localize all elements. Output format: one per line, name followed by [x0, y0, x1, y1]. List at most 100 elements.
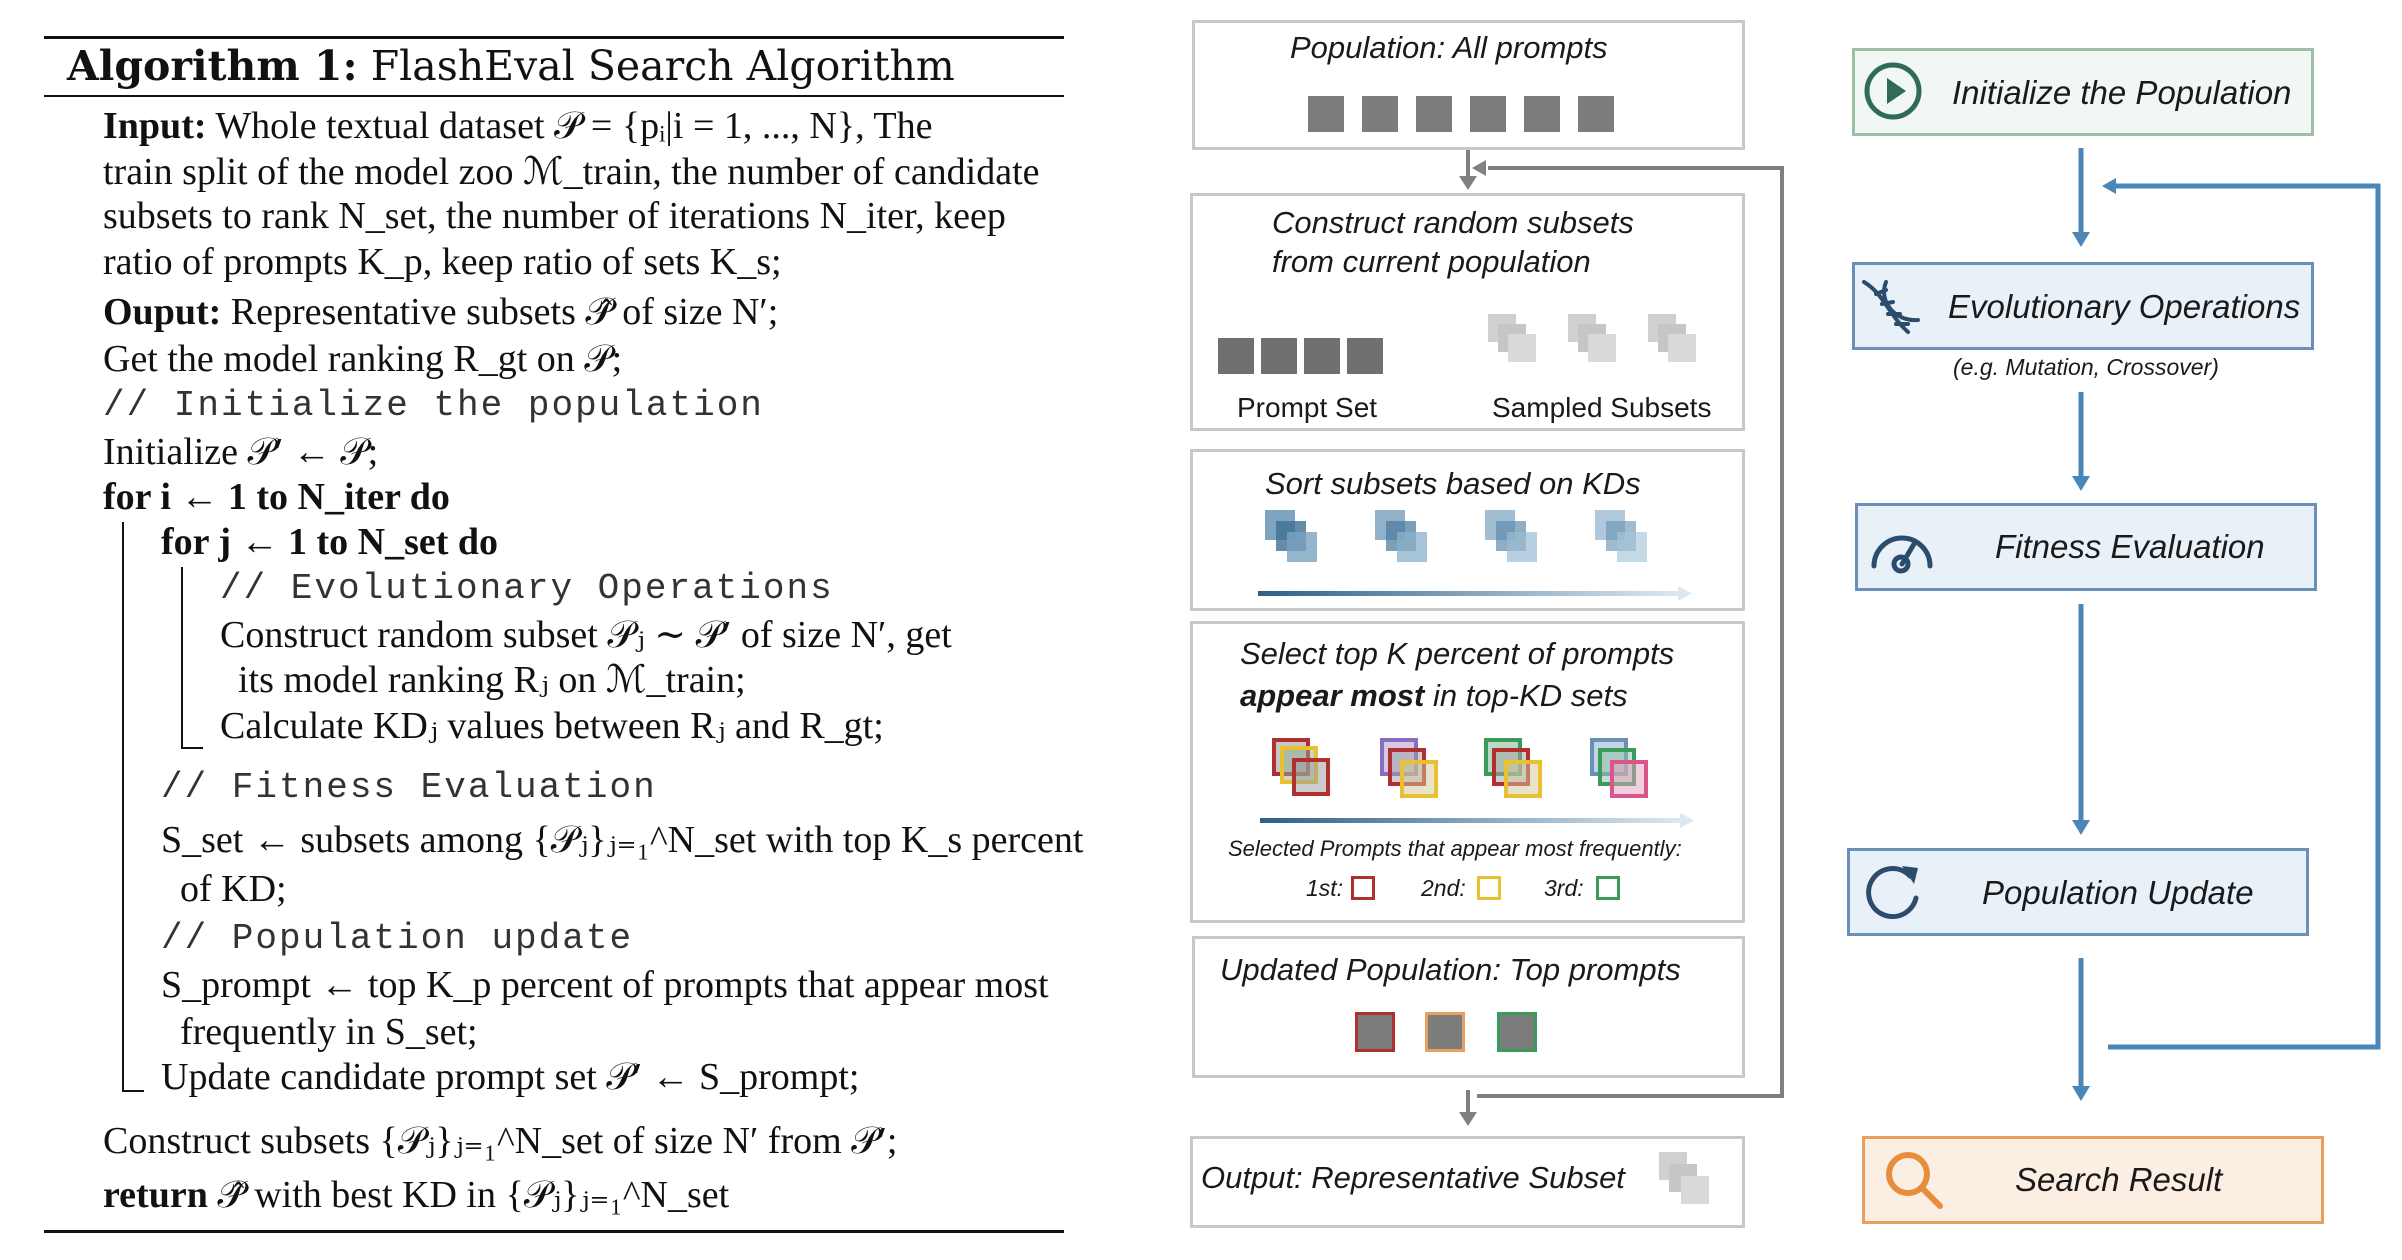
sampled-subsets-label: Sampled Subsets	[1492, 392, 1712, 423]
play-icon	[1864, 62, 1922, 120]
updated-title: Updated Population: Top prompts	[1220, 952, 1681, 987]
prompt-square	[1308, 96, 1344, 132]
for-outer-line: for i ← 1 to N_iter do	[103, 476, 450, 518]
prompt-square	[1524, 96, 1560, 132]
return-text: 𝒫̂ with best KD in {𝒫ⱼ}ⱼ₌₁^N_set	[207, 1174, 730, 1216]
algorithm-title-rest: FlashEval Search Algorithm	[357, 42, 955, 90]
input-line-1: Input: Whole textual dataset 𝒫 = {pᵢ|i =…	[103, 104, 932, 148]
prompt-square	[1470, 96, 1506, 132]
input-line-3: subsets to rank N_set, the number of ite…	[103, 195, 1006, 237]
rank-2-label: 2nd:	[1421, 875, 1466, 901]
output-line: Ouput: Representative subsets 𝒫̂ of size…	[103, 290, 778, 334]
prompt-set-square	[1304, 338, 1340, 374]
refresh-icon	[1866, 866, 1919, 920]
prompt-square	[1578, 96, 1614, 132]
flow-arrowhead-1	[2072, 232, 2090, 247]
algorithm-title: Algorithm 1: FlashEval Search Algorithm	[67, 42, 955, 90]
return-keyword: return	[103, 1174, 208, 1216]
flow-fitness-label: Fitness Evaluation	[1995, 528, 2265, 565]
select-title-rest: in top-KD sets	[1424, 678, 1628, 713]
flow-update-label: Population Update	[1982, 874, 2254, 911]
flow-fitness-box	[1855, 503, 2317, 591]
select-title-1: Select top K percent of prompts	[1240, 636, 1675, 671]
arrowhead-1	[1459, 176, 1477, 190]
input-line-4: ratio of prompts K_p, keep ratio of sets…	[103, 241, 782, 283]
output-label: Ouput:	[103, 291, 222, 333]
construct-title-1: Construct random subsets	[1272, 205, 1634, 240]
rank-1-swatch	[1351, 876, 1375, 900]
get-ranking-line: Get the model ranking R_gt on 𝒫;	[103, 338, 623, 380]
flow-evolutionary-box	[1852, 262, 2314, 350]
update-line: Update candidate prompt set 𝒫′ ← S_promp…	[161, 1056, 860, 1098]
gauge-icon	[1871, 535, 1933, 574]
sprompt-line-1: S_prompt ← top K_p percent of prompts th…	[161, 964, 1049, 1006]
sort-title: Sort subsets based on KDs	[1265, 466, 1641, 501]
flow-initialize-label: Initialize the Population	[1952, 74, 2292, 111]
output-title: Output: Representative Subset	[1201, 1160, 1625, 1195]
flow-arrowhead-loop	[2102, 178, 2116, 194]
output-text: Representative subsets 𝒫̂ of size N′;	[221, 291, 779, 333]
rank-1-label: 1st:	[1306, 875, 1344, 901]
input-line-2: train split of the model zoo ℳ_train, th…	[103, 151, 1040, 193]
population-title: Population: All prompts	[1290, 30, 1608, 65]
flow-result-label: Search Result	[2015, 1161, 2223, 1198]
input-text-1: Whole textual dataset 𝒫 = {pᵢ|i = 1, ...…	[206, 105, 933, 147]
rank-3-label: 3rd:	[1544, 875, 1584, 901]
population-box	[1192, 20, 1745, 150]
output-subset-graphic	[1659, 1152, 1709, 1204]
select-title-bold: appear most	[1240, 678, 1425, 713]
algorithm-title-bold: Algorithm 1:	[67, 42, 358, 90]
construct-line-1: Construct random subset 𝒫ⱼ ∼ 𝒫′ of size …	[220, 614, 952, 656]
construct-final-line: Construct subsets {𝒫ⱼ}ⱼ₌₁^N_set of size …	[103, 1120, 898, 1162]
comment-initialize: // Initialize the population	[103, 385, 764, 426]
prompt-set-square	[1261, 338, 1297, 374]
magnifier-icon	[1886, 1152, 1943, 1209]
flow-update-box	[1847, 848, 2309, 936]
sset-line-1: S_set ← subsets among {𝒫ⱼ}ⱼ₌₁^N_set with…	[161, 819, 1084, 861]
for-inner-line: for j ← 1 to N_set do	[161, 521, 499, 563]
bottom-rule	[44, 1230, 1064, 1233]
flow-evolutionary-note: (e.g. Mutation, Crossover)	[1953, 354, 2219, 380]
flow-arrowhead-4	[2072, 1086, 2090, 1101]
construct-box	[1190, 193, 1745, 431]
flow-result-box	[1862, 1136, 2324, 1224]
comment-population: // Population update	[161, 918, 634, 959]
prompt-square	[1362, 96, 1398, 132]
sampled-subsets-graphic	[1488, 314, 1696, 362]
loop-back-line	[1477, 166, 1784, 1098]
comment-evolutionary: // Evolutionary Operations	[220, 568, 834, 609]
top-prompt-2	[1425, 1012, 1465, 1052]
top-prompt-1	[1355, 1012, 1395, 1052]
rank-2-swatch	[1477, 876, 1501, 900]
top-prompt-3	[1497, 1012, 1537, 1052]
prompt-square	[1416, 96, 1452, 132]
prompt-set-label: Prompt Set	[1237, 392, 1378, 423]
comment-fitness: // Fitness Evaluation	[161, 767, 657, 808]
arrowhead-2	[1459, 1112, 1477, 1126]
outer-loop-bracket	[122, 522, 144, 1092]
input-label: Input:	[103, 105, 207, 147]
select-title-2: appear most in top-KD sets	[1240, 678, 1628, 714]
flow-loop-line	[2108, 183, 2381, 1050]
selected-caption: Selected Prompts that appear most freque…	[1228, 836, 1682, 861]
inner-loop-bracket	[181, 567, 203, 749]
algorithm-block: Algorithm 1: FlashEval Search Algorithm …	[0, 0, 1100, 1260]
dna-icon	[1862, 280, 1920, 334]
calculate-kd-line: Calculate KDⱼ values between Rⱼ and R_gt…	[220, 705, 884, 747]
return-line: return 𝒫̂ with best KD in {𝒫ⱼ}ⱼ₌₁^N_set	[103, 1172, 729, 1217]
output-box	[1190, 1136, 1745, 1228]
flow-arrowhead-2	[2072, 476, 2090, 491]
title-rule	[44, 95, 1064, 97]
prompt-set-square	[1347, 338, 1383, 374]
arrowhead-loop	[1472, 160, 1486, 176]
sset-line-2: of KD;	[180, 868, 287, 910]
selected-subsets-graphic	[1260, 738, 1694, 828]
flow-initialize-box	[1852, 48, 2314, 136]
flow-arrowhead-3	[2072, 820, 2090, 835]
rank-3-swatch	[1596, 876, 1620, 900]
flow-evolutionary-label: Evolutionary Operations	[1948, 288, 2301, 325]
initialize-line: Initialize 𝒫′ ← 𝒫;	[103, 431, 379, 473]
construct-title-2: from current population	[1272, 244, 1591, 279]
